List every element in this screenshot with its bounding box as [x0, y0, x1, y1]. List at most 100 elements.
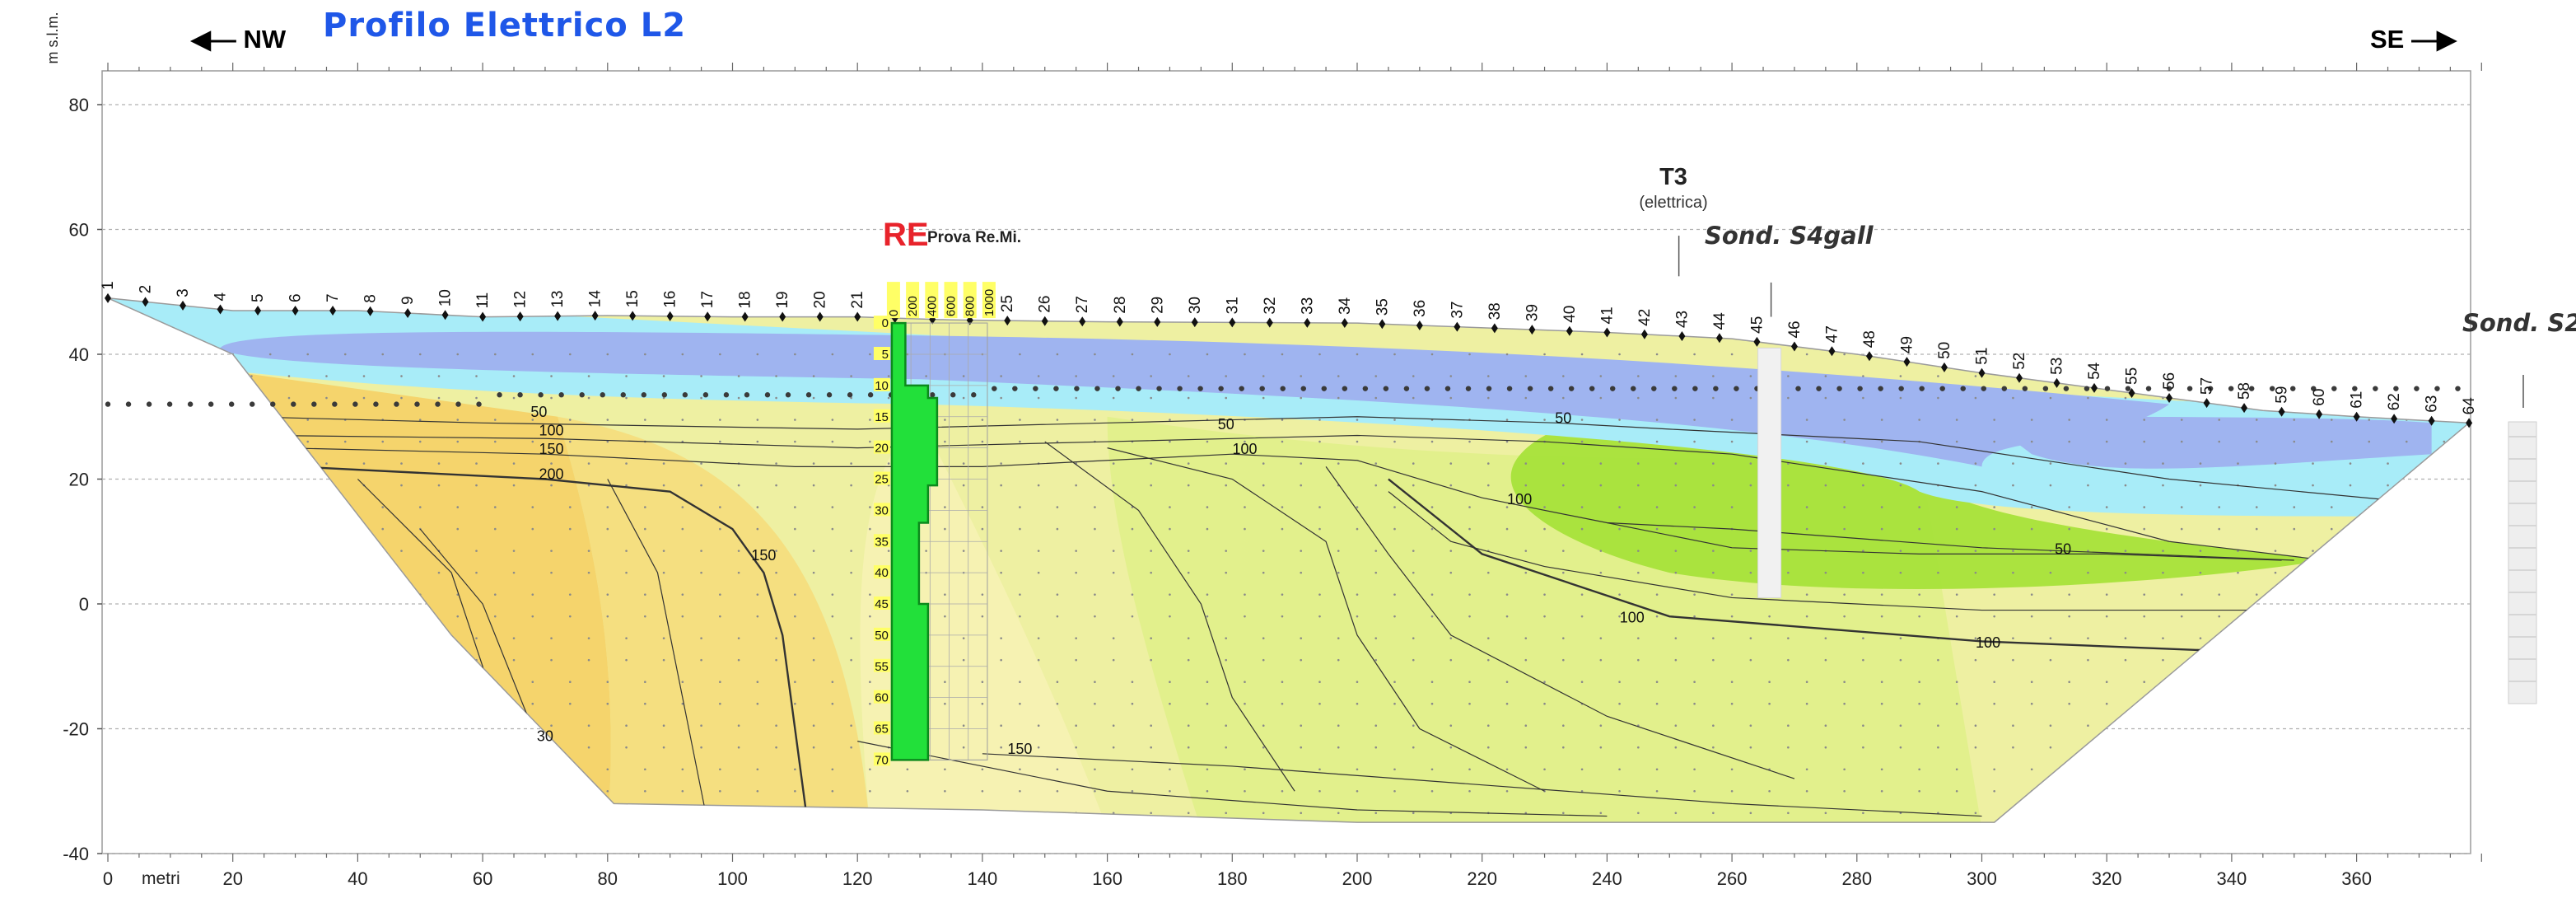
electrode-label: 64	[2461, 397, 2478, 415]
data-point	[2443, 593, 2446, 596]
data-point	[1974, 637, 1977, 639]
electrode-marker	[1341, 318, 1348, 329]
data-point	[2255, 615, 2258, 618]
remi-depth-label: 45	[875, 597, 889, 611]
data-point	[2124, 550, 2127, 552]
data-point	[1674, 571, 1678, 574]
data-point	[2255, 681, 2258, 683]
remi-depth-label: 5	[882, 348, 889, 362]
electrode-marker	[2241, 403, 2248, 414]
electrode-label: 37	[1449, 302, 1466, 319]
data-point	[325, 484, 328, 487]
data-point	[794, 506, 796, 508]
data-point	[1599, 724, 1603, 728]
x-tick-label: 20	[222, 868, 242, 889]
data-point	[2143, 768, 2146, 771]
data-point	[962, 375, 965, 377]
data-point	[268, 702, 272, 705]
electrode-label: 18	[737, 291, 754, 308]
electrode-label: 7	[324, 293, 342, 302]
data-point	[700, 550, 702, 552]
data-point	[1787, 746, 1790, 749]
data-point	[606, 702, 609, 705]
water-table-dot	[332, 401, 338, 407]
data-point	[1524, 658, 1528, 662]
contour-label: 150	[751, 547, 776, 564]
data-point	[1449, 571, 1453, 574]
data-point	[606, 353, 609, 356]
data-point	[1393, 789, 1396, 793]
data-point	[1955, 506, 1958, 508]
water-table-dot	[228, 401, 235, 407]
electrode-label: 32	[1262, 297, 1279, 314]
data-point	[2293, 615, 2296, 618]
data-point	[1169, 681, 1171, 683]
data-point	[2030, 527, 2033, 531]
contour-label: 50	[1555, 409, 1571, 426]
data-point	[2087, 637, 2089, 639]
data-point	[1730, 768, 1734, 771]
data-point	[1824, 375, 1827, 377]
electrode-marker	[554, 311, 562, 321]
water-table-dot	[682, 392, 688, 398]
remi-depth-label: 35	[875, 535, 889, 549]
data-point	[325, 396, 328, 400]
water-table-dot	[2434, 386, 2440, 391]
data-point	[1056, 506, 1059, 508]
data-point	[1486, 658, 1490, 662]
contour-label: 50	[530, 404, 547, 420]
data-point	[194, 527, 197, 531]
data-point	[1918, 789, 1920, 793]
data-point	[812, 484, 815, 487]
data-point	[1749, 637, 1752, 639]
data-point	[719, 440, 721, 443]
remi-depth-tag	[873, 440, 890, 454]
data-point	[231, 702, 235, 705]
data-point	[1580, 527, 1584, 531]
data-point	[1318, 506, 1321, 508]
electrode-label: 50	[1936, 342, 1953, 359]
data-point	[1094, 419, 1096, 421]
data-point	[1244, 527, 1246, 531]
electrode-marker	[1753, 336, 1761, 347]
remi-depth-tag	[873, 471, 890, 485]
data-point	[1356, 593, 1359, 596]
data-point	[2124, 812, 2127, 815]
data-point	[1505, 506, 1509, 508]
data-point	[1749, 724, 1752, 728]
data-point	[794, 681, 796, 683]
electrode-marker	[1491, 323, 1498, 334]
data-point	[2105, 506, 2108, 508]
data-point	[1899, 571, 1902, 574]
data-point	[362, 658, 366, 662]
data-point	[2049, 658, 2052, 662]
data-point	[250, 812, 253, 815]
data-point	[493, 419, 497, 421]
water-table-dot	[1136, 386, 1141, 391]
data-point	[2387, 484, 2389, 487]
data-point	[250, 550, 253, 552]
data-point	[719, 615, 721, 618]
data-point	[1187, 658, 1190, 662]
electrode-marker	[180, 300, 187, 311]
data-point	[1712, 484, 1715, 487]
data-point	[1206, 440, 1209, 443]
data-point	[2349, 812, 2352, 815]
data-point	[794, 702, 796, 705]
data-point	[1937, 746, 1939, 749]
data-point	[737, 571, 740, 574]
data-point	[194, 681, 197, 683]
electrode-label: 35	[1374, 298, 1391, 316]
data-point	[2030, 593, 2033, 596]
electrode-marker	[1154, 316, 1161, 327]
data-point	[1655, 789, 1659, 793]
data-point	[2387, 462, 2389, 465]
data-point	[212, 637, 216, 639]
data-point	[1356, 506, 1359, 508]
data-point	[493, 789, 497, 793]
data-point	[194, 702, 197, 705]
data-point	[212, 550, 216, 552]
water-table-dot	[2414, 386, 2420, 391]
data-point	[437, 746, 441, 749]
data-point	[381, 768, 385, 771]
